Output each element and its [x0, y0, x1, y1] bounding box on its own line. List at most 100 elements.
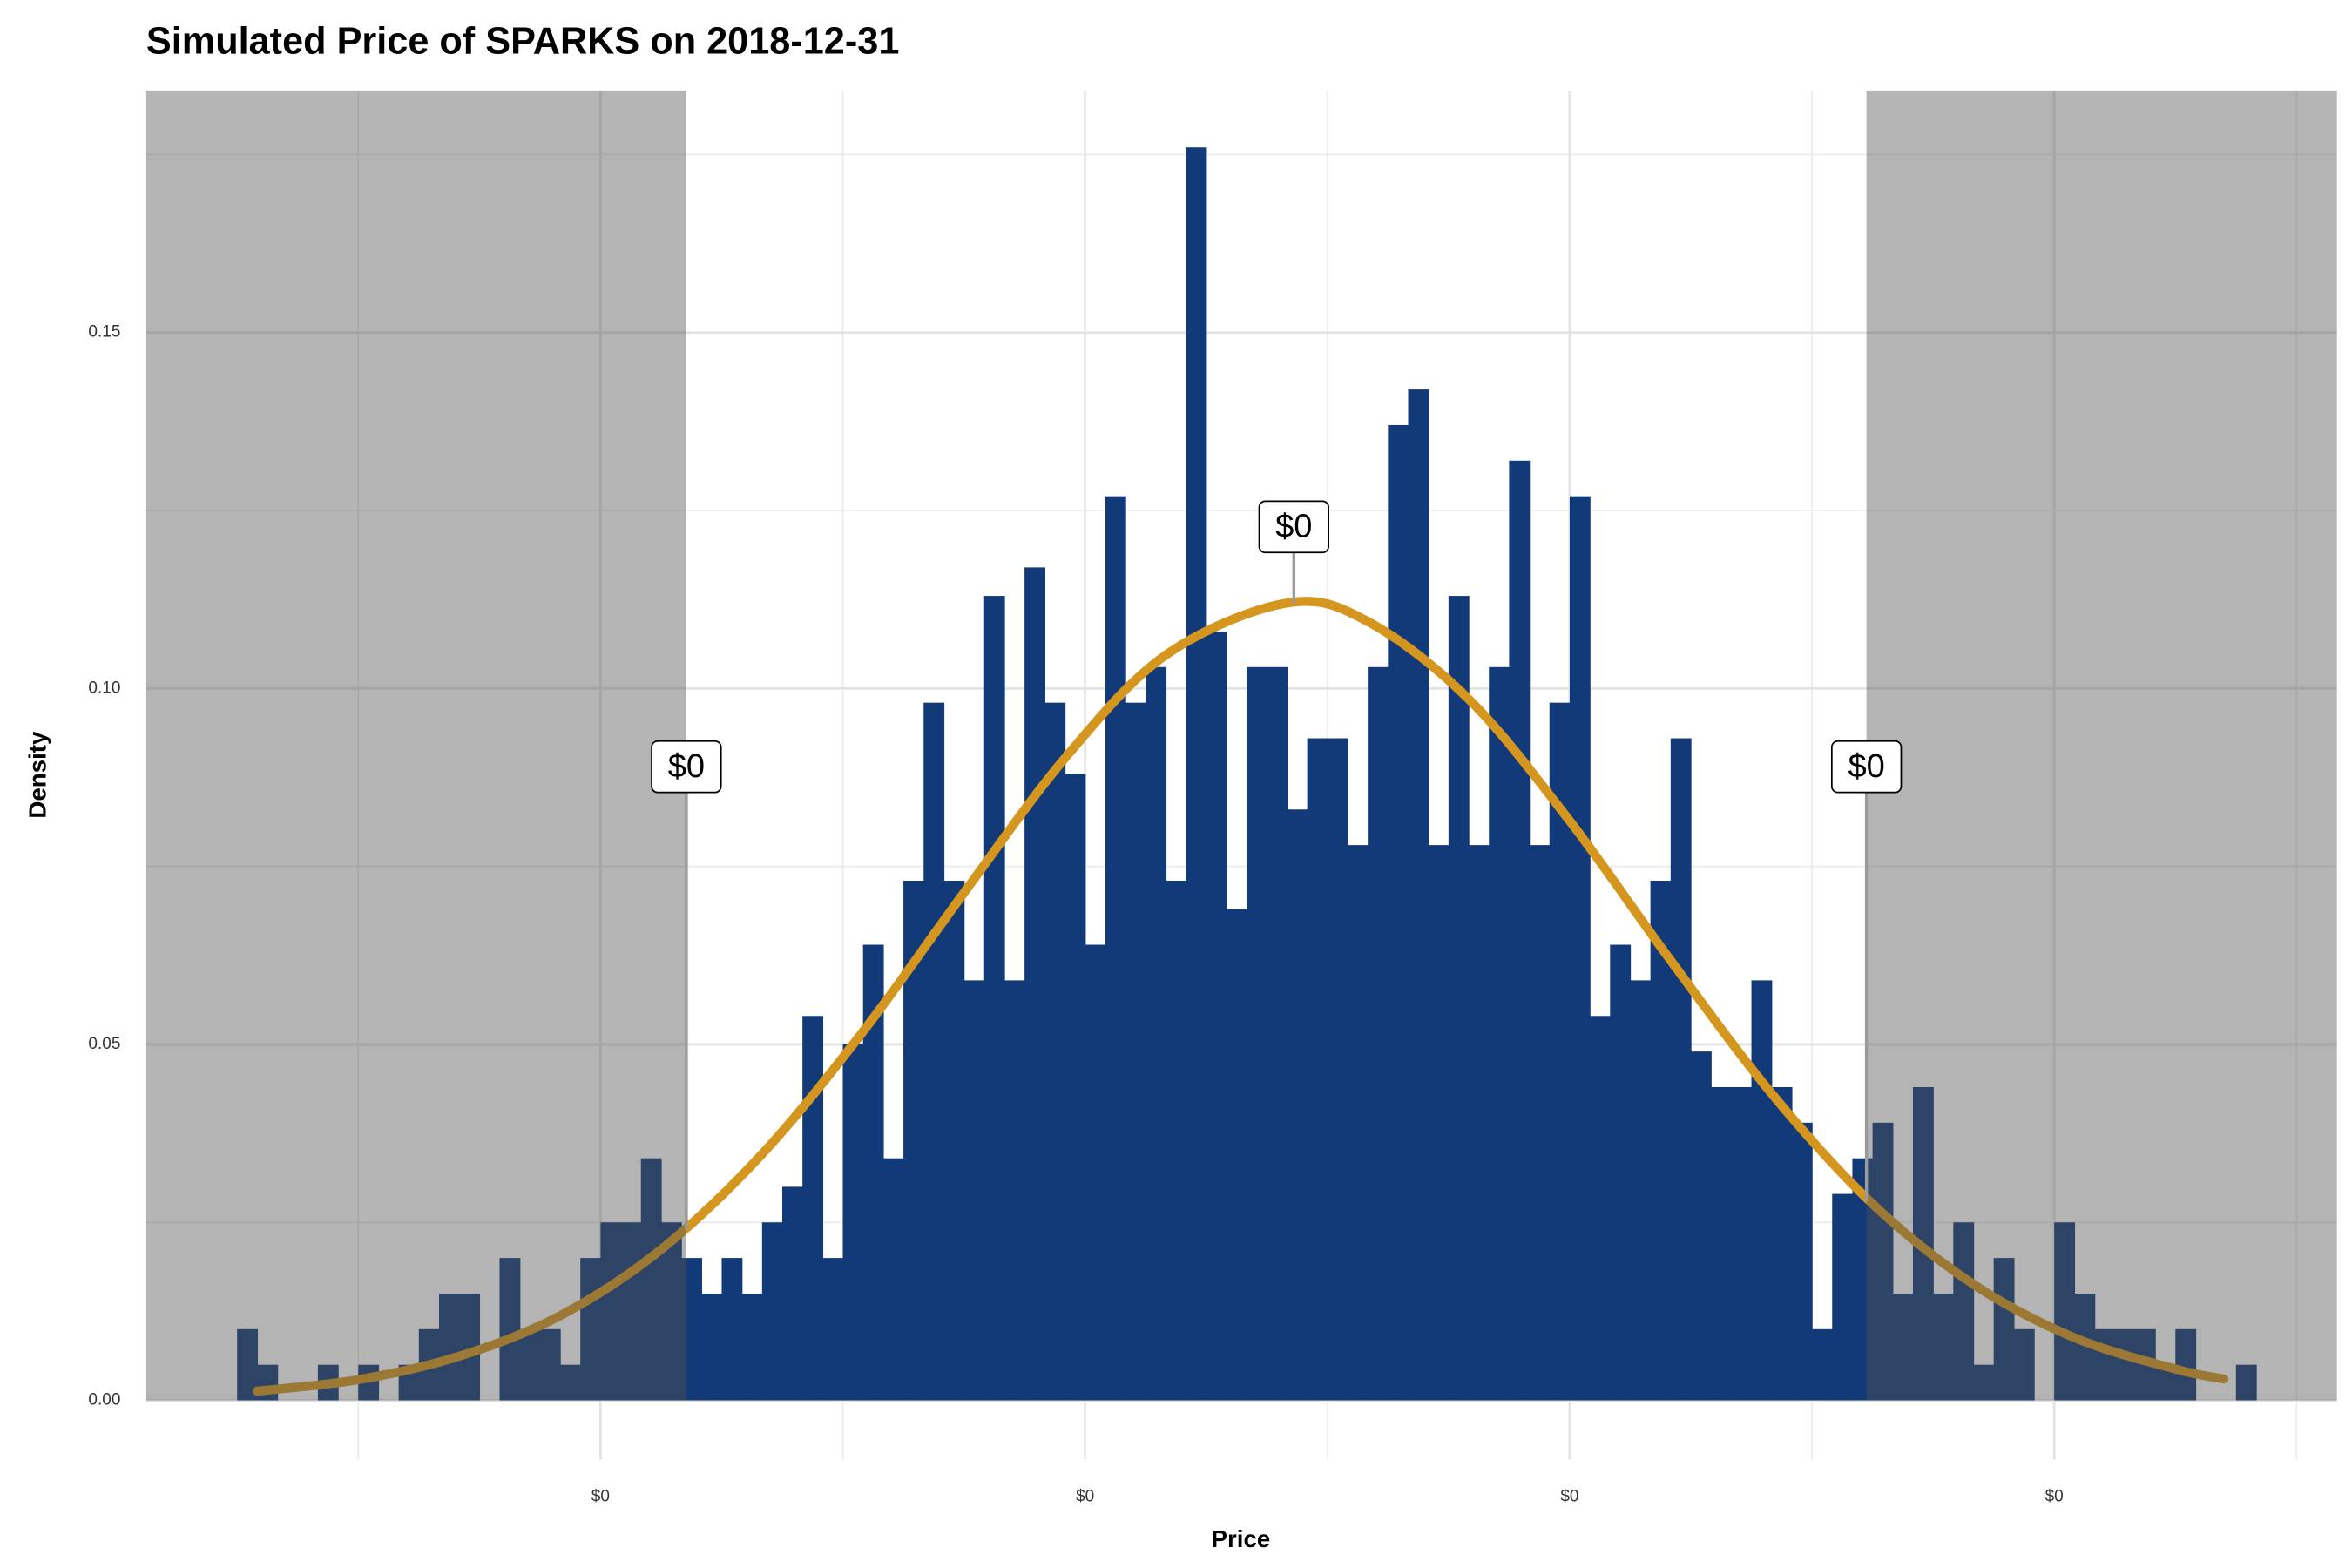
chart-title: Simulated Price of SPARKS on 2018-12-31 [146, 21, 899, 63]
bar [681, 1258, 702, 1401]
bar [1024, 567, 1045, 1401]
bar [438, 1293, 460, 1401]
bar [1489, 666, 1511, 1401]
bar [1529, 845, 1551, 1401]
bar [1630, 980, 1652, 1401]
bar [943, 880, 965, 1401]
x-tick-label: $0 [1076, 1488, 1094, 1506]
bar [1408, 389, 1429, 1401]
bar [1993, 1258, 2015, 1401]
y-tick-label: 0.05 [88, 1035, 120, 1053]
annotation-box [1258, 500, 1329, 554]
bar [1267, 666, 1288, 1401]
bar [1247, 666, 1267, 1401]
bar [1509, 460, 1531, 1401]
bar [237, 1328, 259, 1401]
shade-upper [1866, 90, 2337, 1401]
bar [1307, 738, 1328, 1401]
bar [1428, 845, 1450, 1401]
bar [1125, 702, 1146, 1401]
bar [2054, 1222, 2076, 1401]
bar [640, 1158, 662, 1401]
x-tick-label: $0 [591, 1488, 610, 1506]
shade-lower [145, 90, 686, 1401]
bar [2175, 1328, 2197, 1401]
bar [2013, 1328, 2035, 1401]
bar [459, 1293, 481, 1401]
bar [1064, 774, 1086, 1401]
bar [1327, 738, 1348, 1401]
bar [1166, 880, 1187, 1401]
bar [1146, 666, 1167, 1401]
bar [1469, 845, 1490, 1401]
bar [721, 1258, 743, 1401]
bar [1610, 944, 1632, 1401]
bar [862, 944, 884, 1401]
bar [903, 880, 924, 1401]
bar [1973, 1364, 1995, 1401]
bar [1832, 1193, 1854, 1401]
annotation-box [1830, 740, 1903, 794]
bar [1933, 1293, 1955, 1401]
x-axis-title: Price [1212, 1525, 1271, 1552]
y-tick-label: 0.10 [88, 679, 120, 697]
bar [1549, 702, 1571, 1401]
bar [1085, 944, 1106, 1401]
bar [1892, 1293, 1914, 1401]
bar [1569, 496, 1591, 1401]
bar [1650, 880, 1672, 1401]
bar [2114, 1328, 2136, 1401]
bar [802, 1016, 824, 1401]
annotation-label: $0 [1275, 509, 1312, 545]
bar [1953, 1222, 1975, 1401]
bar [1368, 666, 1389, 1401]
y-axis-title: Density [24, 731, 51, 819]
bar [1872, 1122, 1894, 1401]
bar [1206, 631, 1227, 1401]
bar [761, 1222, 783, 1401]
bar [2155, 1364, 2176, 1401]
bar [1690, 1051, 1712, 1401]
bar [1812, 1328, 1833, 1401]
bar [1226, 909, 1247, 1401]
bar [1731, 1086, 1753, 1401]
annotation-box [651, 740, 722, 794]
density-curve [253, 597, 2229, 1396]
bar [1186, 147, 1207, 1401]
bar [1852, 1158, 1874, 1401]
annotation-label: $0 [1848, 748, 1884, 785]
bar [822, 1258, 844, 1401]
bar [1105, 496, 1126, 1401]
bar [1044, 702, 1066, 1401]
y-tick-label: 0.00 [88, 1391, 120, 1409]
bar [1670, 738, 1692, 1401]
annotation-label: $0 [668, 748, 705, 785]
x-tick-label: $0 [1560, 1488, 1578, 1506]
bar [963, 980, 985, 1401]
bar [1287, 809, 1308, 1401]
bar [701, 1293, 723, 1401]
bar [781, 1186, 803, 1401]
bar [1771, 1086, 1793, 1401]
bar [600, 1222, 622, 1401]
bar [2074, 1293, 2096, 1401]
bar [539, 1328, 561, 1401]
bar [1388, 424, 1409, 1401]
bar [1448, 596, 1470, 1401]
bar [882, 1158, 904, 1401]
bar [741, 1293, 763, 1401]
bar [660, 1222, 682, 1401]
bar [923, 702, 945, 1401]
bar [1004, 980, 1025, 1401]
bar [1590, 1016, 1611, 1401]
bar [560, 1364, 581, 1401]
bar [499, 1258, 521, 1401]
bar [983, 596, 1005, 1401]
bar [1791, 1122, 1813, 1401]
bar [519, 1328, 541, 1401]
y-tick-label: 0.15 [88, 323, 120, 341]
bar [2235, 1364, 2257, 1401]
bar [842, 1044, 864, 1401]
x-tick-label: $0 [2045, 1488, 2064, 1506]
